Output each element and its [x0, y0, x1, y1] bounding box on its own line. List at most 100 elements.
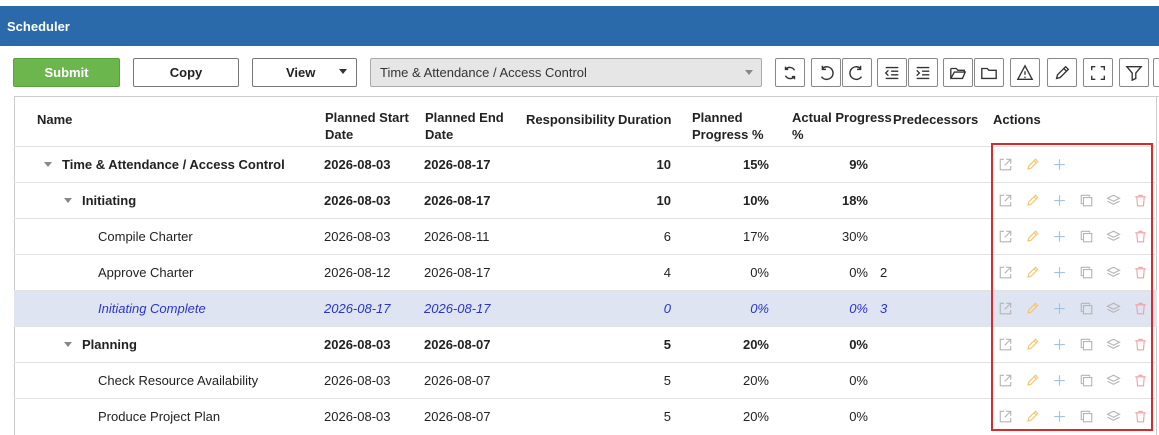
open-link-action[interactable]: [992, 327, 1019, 362]
trash-action[interactable]: [1127, 255, 1154, 290]
actual-progress-cell[interactable]: 0%: [849, 409, 868, 424]
table-row[interactable]: Time & Attendance / Access Control 2026-0…: [14, 146, 1157, 182]
task-name-cell[interactable]: Produce Project Plan: [98, 399, 220, 434]
copy-action[interactable]: [1073, 291, 1100, 326]
edit-action[interactable]: [1019, 255, 1046, 290]
task-name-cell[interactable]: Compile Charter: [98, 219, 193, 254]
planned-progress-cell[interactable]: 20%: [742, 409, 769, 424]
column-header-actual-progress[interactable]: Actual Progress %: [792, 110, 892, 142]
planned-start-cell[interactable]: 2026-08-03: [324, 193, 391, 208]
duration-cell[interactable]: 5: [663, 409, 671, 424]
copy-action[interactable]: [1073, 399, 1100, 434]
actual-progress-cell[interactable]: 0%: [849, 265, 868, 280]
copy-action[interactable]: [1073, 219, 1100, 254]
planned-start-cell[interactable]: 2026-08-03: [324, 409, 391, 424]
duration-cell[interactable]: 6: [663, 229, 671, 244]
edit-action[interactable]: [1019, 147, 1046, 182]
planned-end-cell[interactable]: 2026-08-07: [424, 373, 491, 388]
edit-action[interactable]: [1019, 327, 1046, 362]
planned-progress-cell[interactable]: 0%: [750, 301, 769, 316]
layers-action[interactable]: [1100, 255, 1127, 290]
open-link-action[interactable]: [992, 363, 1019, 398]
planned-end-cell[interactable]: 2026-08-11: [424, 229, 490, 244]
actual-progress-cell[interactable]: 0%: [849, 337, 868, 352]
table-row[interactable]: Approve Charter 2026-08-12 2026-08-17 4 0% 0%…: [14, 254, 1157, 290]
table-row[interactable]: Check Resource Availability 2026-08-03 202…: [14, 362, 1157, 398]
outdent-button[interactable]: [877, 58, 907, 87]
column-header-name[interactable]: Name: [37, 112, 73, 127]
planned-start-cell[interactable]: 2026-08-03: [324, 229, 391, 244]
trash-action[interactable]: [1127, 291, 1154, 326]
trash-action[interactable]: [1127, 183, 1154, 218]
open-link-action[interactable]: [992, 255, 1019, 290]
layers-action[interactable]: [1100, 399, 1127, 434]
task-name-cell[interactable]: Initiating: [64, 183, 136, 218]
edit-action[interactable]: [1019, 183, 1046, 218]
refresh-button[interactable]: [775, 58, 805, 87]
layers-action[interactable]: [1100, 291, 1127, 326]
planned-end-cell[interactable]: 2026-08-17: [424, 301, 491, 316]
duration-cell[interactable]: 10: [656, 157, 671, 172]
add-action[interactable]: [1046, 291, 1073, 326]
add-action[interactable]: [1046, 399, 1073, 434]
trash-action[interactable]: [1127, 219, 1154, 254]
planned-start-cell[interactable]: 2026-08-03: [324, 337, 391, 352]
edit-action[interactable]: [1019, 399, 1046, 434]
actual-progress-cell[interactable]: 0%: [849, 373, 868, 388]
planned-end-cell[interactable]: 2026-08-17: [424, 265, 491, 280]
planned-progress-cell[interactable]: 15%: [742, 157, 769, 172]
duration-cell[interactable]: 0: [663, 301, 671, 316]
add-action[interactable]: [1046, 219, 1073, 254]
open-folder-button[interactable]: [943, 58, 973, 87]
add-action[interactable]: [1046, 363, 1073, 398]
table-row[interactable]: Initiating 2026-08-03 2026-08-17 10 10% 18%: [14, 182, 1157, 218]
collapse-toggle-icon[interactable]: [44, 162, 52, 167]
open-link-action[interactable]: [992, 399, 1019, 434]
copy-action[interactable]: [1073, 363, 1100, 398]
planned-end-cell[interactable]: 2026-08-07: [424, 409, 491, 424]
planned-progress-cell[interactable]: 0%: [750, 265, 769, 280]
layers-action[interactable]: [1100, 363, 1127, 398]
duration-cell[interactable]: 5: [663, 373, 671, 388]
layers-action[interactable]: [1100, 327, 1127, 362]
table-row[interactable]: Planning 2026-08-03 2026-08-07 5 20% 0%: [14, 326, 1157, 362]
open-link-action[interactable]: [992, 219, 1019, 254]
copy-button[interactable]: Copy: [133, 58, 239, 87]
predecessors-cell[interactable]: 3: [880, 301, 888, 316]
copy-action[interactable]: [1073, 327, 1100, 362]
planned-progress-cell[interactable]: 17%: [742, 229, 769, 244]
planned-start-cell[interactable]: 2026-08-03: [324, 373, 391, 388]
task-name-cell[interactable]: Time & Attendance / Access Control: [44, 147, 285, 182]
actual-progress-cell[interactable]: 18%: [841, 193, 868, 208]
add-action[interactable]: [1046, 255, 1073, 290]
redo-button[interactable]: [842, 58, 872, 87]
add-action[interactable]: [1046, 183, 1073, 218]
duration-cell[interactable]: 5: [663, 337, 671, 352]
actual-progress-cell[interactable]: 30%: [841, 229, 868, 244]
column-header-end[interactable]: Planned End Date: [425, 110, 504, 142]
task-name-cell[interactable]: Initiating Complete: [98, 291, 206, 326]
add-action[interactable]: [1046, 147, 1073, 182]
planned-end-cell[interactable]: 2026-08-17: [424, 157, 491, 172]
open-link-action[interactable]: [992, 291, 1019, 326]
collapse-toggle-icon[interactable]: [64, 198, 72, 203]
copy-action[interactable]: [1073, 255, 1100, 290]
trash-action[interactable]: [1127, 327, 1154, 362]
copy-action[interactable]: [1073, 183, 1100, 218]
trash-action[interactable]: [1127, 399, 1154, 434]
edit-button[interactable]: [1047, 58, 1077, 87]
column-header-start[interactable]: Planned Start Date: [325, 110, 409, 142]
column-header-duration[interactable]: Duration: [618, 112, 672, 127]
planned-start-cell[interactable]: 2026-08-17: [324, 301, 391, 316]
folder-button[interactable]: [974, 58, 1004, 87]
table-row[interactable]: Produce Project Plan 2026-08-03 2026-08-07…: [14, 398, 1157, 434]
planned-progress-cell[interactable]: 20%: [742, 373, 769, 388]
task-name-cell[interactable]: Approve Charter: [98, 255, 193, 290]
filter-button[interactable]: [1119, 58, 1149, 87]
actual-progress-cell[interactable]: 0%: [849, 301, 868, 316]
submit-button[interactable]: Submit: [13, 58, 120, 87]
planned-start-cell[interactable]: 2026-08-03: [324, 157, 391, 172]
layers-action[interactable]: [1100, 183, 1127, 218]
undo-button[interactable]: [811, 58, 841, 87]
more-button[interactable]: [1153, 58, 1159, 87]
